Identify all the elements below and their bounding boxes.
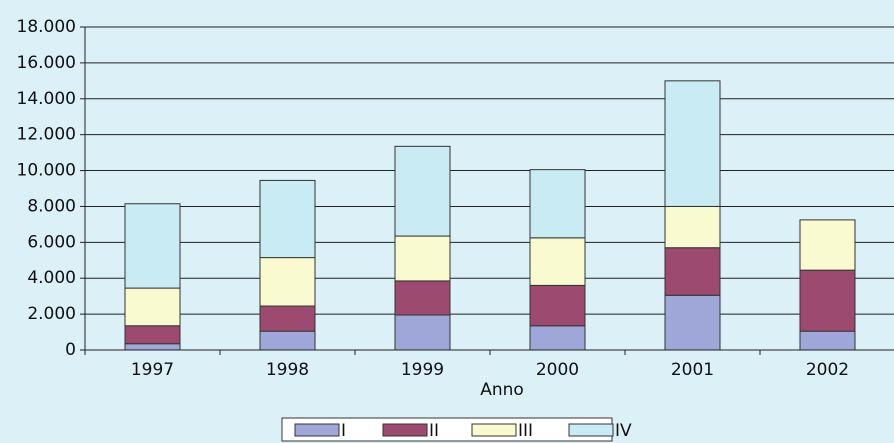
bar-segment <box>124 203 181 289</box>
y-tick-label: 4.000 <box>27 268 76 288</box>
legend-swatch <box>294 423 340 437</box>
y-tick-label: 8.000 <box>27 196 76 216</box>
bar-segment <box>529 284 586 327</box>
y-tick-label: 16.000 <box>17 53 76 73</box>
bar-segment <box>259 330 316 351</box>
bar-segment <box>664 247 721 296</box>
bar-segment <box>664 80 721 207</box>
x-tick-label: 1999 <box>401 360 444 380</box>
bar-segment <box>529 237 586 286</box>
bar-segment <box>124 343 181 351</box>
bar-segment <box>529 325 586 351</box>
y-tick-label: 0 <box>65 340 76 360</box>
legend-swatch <box>568 423 614 437</box>
legend-label: II <box>429 421 439 441</box>
bar-segment <box>124 325 181 345</box>
legend-swatch <box>382 423 428 437</box>
legend-label: III <box>518 421 533 441</box>
x-tick-label: 1997 <box>131 360 174 380</box>
bar-segment <box>259 179 316 259</box>
bar-segment <box>124 287 181 327</box>
legend-label: I <box>341 421 346 441</box>
y-tick-label: 14.000 <box>17 89 76 109</box>
y-tick-label: 2.000 <box>27 304 76 324</box>
bar-segment <box>259 257 316 307</box>
x-axis-title: Anno <box>480 380 524 400</box>
bar-segment <box>664 205 721 249</box>
y-tick-label: 12.000 <box>17 125 76 145</box>
y-tick-label: 10.000 <box>17 161 76 181</box>
bar-segment <box>799 219 856 271</box>
bar-segment <box>394 280 451 316</box>
x-tick-label: 1998 <box>266 360 309 380</box>
bar-segment <box>799 330 856 351</box>
bar-segment <box>664 294 721 351</box>
bar-segment <box>529 169 586 239</box>
bar-segment <box>799 269 856 332</box>
x-tick-label: 2000 <box>536 360 579 380</box>
y-tick-label: 18.000 <box>17 17 76 37</box>
bar-segment <box>394 235 451 282</box>
legend-swatch <box>471 423 517 437</box>
y-tick-label: 6.000 <box>27 232 76 252</box>
x-tick-label: 2001 <box>671 360 714 380</box>
legend-label: IV <box>615 421 632 441</box>
bar-segment <box>394 145 451 237</box>
bar-segment <box>394 314 451 351</box>
x-tick-label: 2002 <box>806 360 849 380</box>
bar-segment <box>259 305 316 332</box>
